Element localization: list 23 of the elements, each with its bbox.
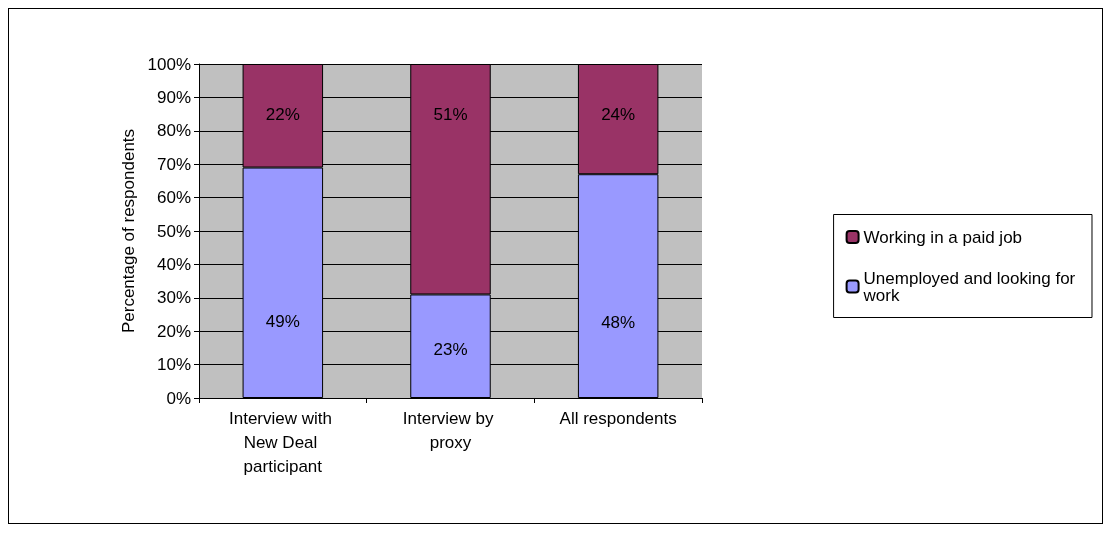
x-tick-label: Interview by proxy (402, 408, 499, 452)
annotation: 23% (433, 340, 468, 360)
y-tick-label: 50% (156, 221, 191, 241)
y-tick-label: 70% (156, 154, 191, 174)
y-tick-label: 0% (166, 388, 191, 408)
y-tick-label: 40% (156, 254, 191, 274)
annotation: 22% (265, 104, 300, 124)
legend-label: Working in a paid job (863, 227, 1023, 247)
x-tick-label: Interview with New Deal participant (228, 408, 337, 476)
x-tick-label: All respondents (559, 408, 677, 428)
annotation: 48% (601, 313, 636, 333)
y-axis-title: Percentage of respondents (119, 128, 138, 334)
annotation: 24% (601, 104, 636, 124)
legend-label: Unemployed and looking for work (862, 268, 1081, 305)
y-tick-label: 60% (156, 188, 191, 208)
annotation: 49% (265, 311, 300, 331)
y-tick-label: 10% (156, 355, 191, 375)
annotation: 51% (433, 104, 468, 124)
y-tick-label: 100% (147, 54, 191, 74)
y-tick-label: 30% (156, 288, 191, 308)
y-tick-label: 80% (156, 121, 191, 141)
y-tick-label: 90% (156, 87, 191, 107)
y-tick-label: 20% (156, 321, 191, 341)
